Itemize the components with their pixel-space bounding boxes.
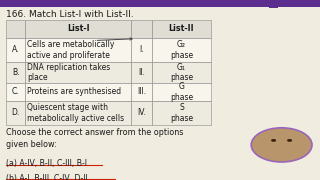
Bar (25, 83, 131, 101)
Bar (25, 20, 131, 38)
Bar (152, 62, 211, 83)
Text: S
phase: S phase (170, 103, 193, 123)
Bar (152, 83, 211, 101)
Text: Proteins are synthesised: Proteins are synthesised (28, 87, 122, 96)
Bar (131, 20, 152, 38)
Text: DNA replication takes
place: DNA replication takes place (28, 63, 111, 82)
Bar (131, 83, 152, 101)
Text: List-II: List-II (169, 24, 194, 33)
Bar (6, 38, 25, 62)
Text: Cells are metabolically
active and proliferate: Cells are metabolically active and proli… (28, 40, 115, 60)
Text: III.: III. (137, 87, 146, 96)
Bar (131, 101, 152, 125)
Circle shape (271, 139, 276, 142)
Text: (a) A-IV, B-II, C-III, B-I: (a) A-IV, B-II, C-III, B-I (6, 159, 87, 168)
Bar (6, 62, 25, 83)
Text: I.: I. (139, 45, 144, 54)
Bar (152, 38, 211, 62)
Bar (0, 0, 320, 7)
Text: II.: II. (138, 68, 145, 77)
Bar (152, 101, 211, 125)
Text: G
phase: G phase (170, 82, 193, 102)
Text: D.: D. (12, 108, 20, 117)
Text: 166. Match List-I with List-II.: 166. Match List-I with List-II. (6, 10, 134, 19)
Text: Quiescent stage with
metabolically active cells: Quiescent stage with metabolically activ… (28, 103, 124, 123)
Bar (269, 3, 278, 8)
Bar (6, 101, 25, 125)
Text: (b) A-I, B-III, C-IV, D-II: (b) A-I, B-III, C-IV, D-II (6, 174, 88, 180)
Bar (25, 101, 131, 125)
Bar (131, 38, 152, 62)
Text: A.: A. (12, 45, 20, 54)
Text: B.: B. (12, 68, 20, 77)
Bar (25, 62, 131, 83)
Bar (152, 20, 211, 38)
Circle shape (287, 139, 292, 142)
Bar (131, 62, 152, 83)
Text: C.: C. (12, 87, 20, 96)
Text: G₁
phase: G₁ phase (170, 63, 193, 82)
Text: List-I: List-I (67, 24, 89, 33)
Text: G₂
phase: G₂ phase (170, 40, 193, 60)
Text: Choose the correct answer from the options
given below:: Choose the correct answer from the optio… (6, 128, 184, 149)
Text: IV.: IV. (137, 108, 146, 117)
Bar (6, 20, 25, 38)
Circle shape (251, 128, 312, 162)
Bar (6, 83, 25, 101)
Bar (25, 38, 131, 62)
